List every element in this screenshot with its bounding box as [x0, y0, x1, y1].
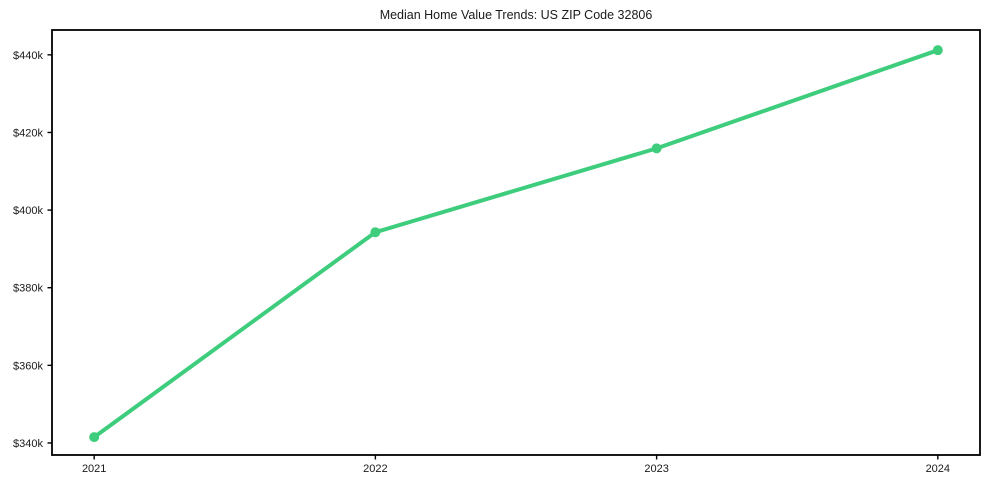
data-point-marker — [89, 432, 100, 443]
y-tick-label: $420k — [13, 127, 43, 139]
data-point-marker — [651, 143, 662, 154]
x-tick-label: 2022 — [363, 463, 387, 475]
x-tick-label: 2021 — [82, 463, 106, 475]
y-tick-label: $360k — [13, 360, 43, 372]
plot-border — [51, 29, 981, 456]
data-point-marker — [370, 227, 381, 238]
y-tick-label: $340k — [13, 438, 43, 450]
y-tick-label: $400k — [13, 205, 43, 217]
y-tick-label: $440k — [13, 50, 43, 62]
chart-title: Median Home Value Trends: US ZIP Code 32… — [379, 8, 653, 22]
y-tick-label: $380k — [13, 283, 43, 295]
data-point-marker — [932, 45, 943, 56]
x-tick-label: 2023 — [644, 463, 668, 475]
x-tick-label: 2024 — [926, 463, 950, 475]
trend-line — [92, 48, 940, 440]
